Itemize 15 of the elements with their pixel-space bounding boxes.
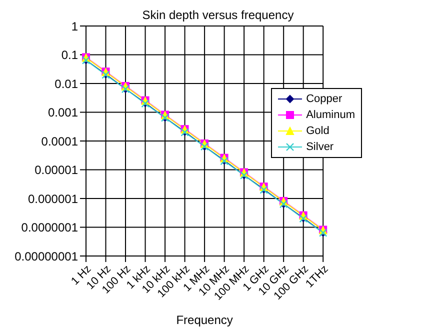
- y-tick-label: 0.0001: [41, 134, 78, 148]
- legend-label: Gold: [306, 125, 330, 137]
- y-tick-label: 0.001: [48, 106, 78, 120]
- y-tick-label: 0.00000001: [14, 249, 78, 264]
- y-tick-label: 0.000001: [28, 192, 78, 206]
- y-tick-label: 0.01: [54, 76, 78, 91]
- y-tick-label: 0.0000001: [21, 220, 78, 235]
- y-tick-label: 1: [71, 19, 78, 34]
- legend-label: Aluminum: [306, 109, 355, 121]
- legend-label: Copper: [306, 93, 342, 105]
- y-tick-label: 0.1: [61, 48, 78, 62]
- y-tick-label: 0.00001: [34, 163, 78, 178]
- chart-title: Skin depth versus frequency: [142, 8, 294, 22]
- x-axis-title: Frequency: [176, 313, 233, 327]
- legend-label: Silver: [306, 141, 334, 153]
